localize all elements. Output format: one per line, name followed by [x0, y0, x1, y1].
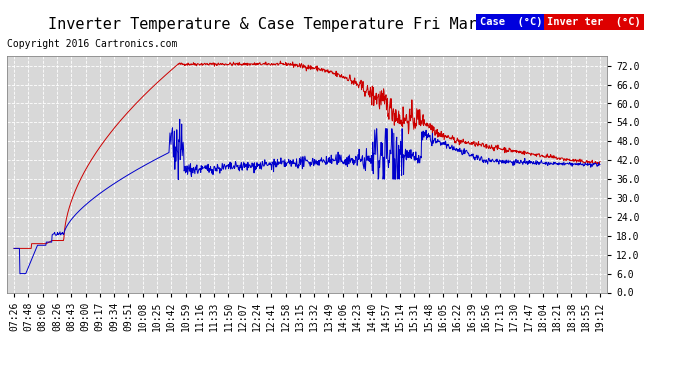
- Text: Inverter Temperature & Case Temperature Fri Mar 25 19:12: Inverter Temperature & Case Temperature …: [48, 17, 559, 32]
- Text: Inver ter  (°C): Inver ter (°C): [547, 17, 641, 27]
- Text: Copyright 2016 Cartronics.com: Copyright 2016 Cartronics.com: [7, 39, 177, 50]
- Text: Case  (°C): Case (°C): [480, 17, 542, 27]
